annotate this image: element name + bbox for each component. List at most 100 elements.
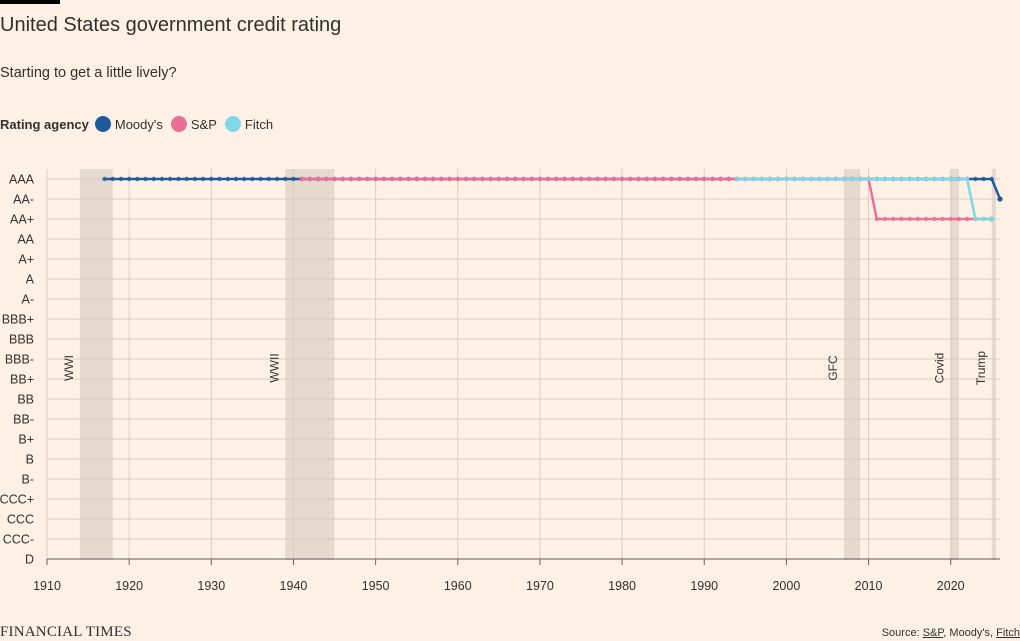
period-band-covid <box>950 169 959 560</box>
y-tick-label: AA- <box>13 193 34 207</box>
point-sp <box>874 216 879 222</box>
legend: Rating agency Moody's S&P Fitch <box>0 115 281 133</box>
point-sp <box>356 176 362 182</box>
source-link-sp[interactable]: S&P <box>922 627 944 639</box>
legend-swatch-fitch <box>224 116 241 132</box>
point-moodys <box>102 176 107 182</box>
point-moodys <box>126 176 132 182</box>
period-band-wwi <box>79 169 113 560</box>
point-sp <box>595 176 600 182</box>
point-sp <box>381 176 387 182</box>
point-sp <box>472 176 477 182</box>
point-sp <box>554 176 559 182</box>
x-tick-label: 1940 <box>280 579 308 593</box>
x-tick-label: 1920 <box>115 579 143 593</box>
point-fitch <box>882 176 888 182</box>
point-moodys <box>118 176 124 182</box>
point-sp <box>907 216 912 222</box>
point-moodys <box>184 176 189 182</box>
legend-item-fitch: Fitch <box>224 116 273 132</box>
point-fitch <box>964 176 970 182</box>
point-moodys <box>143 176 148 182</box>
point-sp <box>496 176 502 182</box>
period-label-wwi: WWI <box>62 355 76 381</box>
ft-logo: FINANCIAL TIMES <box>0 624 132 640</box>
x-tick-label: 2000 <box>772 579 800 593</box>
point-sp <box>315 176 321 182</box>
point-fitch <box>932 176 937 182</box>
point-moodys <box>200 176 206 182</box>
point-sp <box>545 176 551 182</box>
source-moodys: Moody's <box>949 627 991 639</box>
x-tick-label: 1930 <box>197 579 225 593</box>
point-sp <box>521 176 526 182</box>
period-label-covid: Covid <box>933 353 947 384</box>
legend-swatch-moodys <box>94 116 111 132</box>
point-moodys <box>981 176 986 182</box>
point-sp <box>389 176 395 182</box>
point-fitch <box>866 176 871 182</box>
point-sp <box>660 176 666 182</box>
point-fitch <box>899 176 904 182</box>
period-band-trump <box>991 169 996 560</box>
point-sp <box>537 176 543 182</box>
y-tick-label: B- <box>22 473 35 487</box>
period-label-gfc: GFC <box>826 355 840 381</box>
point-fitch <box>833 176 838 182</box>
point-sp <box>956 216 962 222</box>
point-sp <box>307 176 313 182</box>
point-fitch <box>981 216 986 222</box>
point-sp <box>726 176 732 182</box>
point-moodys <box>110 176 115 182</box>
series-line-moodys <box>104 177 1002 200</box>
point-moodys <box>135 176 140 182</box>
y-tick-label: A+ <box>18 253 34 267</box>
point-fitch <box>890 176 896 182</box>
source-sep-1: , <box>943 627 950 639</box>
point-fitch <box>948 176 953 182</box>
point-sp <box>964 216 970 222</box>
legend-item-sp: S&P <box>170 116 217 132</box>
point-sp <box>611 176 617 182</box>
point-moodys <box>997 196 1003 202</box>
point-sp <box>570 176 575 182</box>
source-sep-2: , <box>990 627 997 639</box>
point-fitch <box>874 176 879 182</box>
point-sp <box>463 176 469 182</box>
point-sp <box>414 176 419 182</box>
point-sp <box>562 176 567 182</box>
point-sp <box>932 216 937 222</box>
point-moodys <box>233 176 239 182</box>
point-sp <box>710 176 715 182</box>
point-moodys <box>159 176 165 182</box>
point-sp <box>332 176 337 182</box>
y-tick-label: CCC- <box>3 533 34 547</box>
point-sp <box>899 216 904 222</box>
point-sp <box>480 176 485 182</box>
point-fitch <box>800 176 806 182</box>
y-tick-label: AA <box>17 233 34 247</box>
y-tick-label: A <box>26 273 35 287</box>
point-moodys <box>209 176 214 182</box>
point-fitch <box>792 176 797 182</box>
point-sp <box>439 176 444 182</box>
point-sp <box>365 176 370 182</box>
point-sp <box>578 176 584 182</box>
source-link-fitch[interactable]: Fitch <box>996 627 1020 639</box>
point-sp <box>430 176 436 182</box>
axes: AAAAA-AA+AAA+AA-BBB+BBBBBB-BB+BBBB-B+BB-… <box>0 173 1000 593</box>
x-tick-label: 1960 <box>444 579 472 593</box>
point-fitch <box>751 176 756 182</box>
point-sp <box>455 176 460 182</box>
chart-title: United States government credit rating <box>0 14 342 36</box>
point-moodys <box>283 176 288 182</box>
point-sp <box>915 216 921 222</box>
point-sp <box>398 176 403 182</box>
point-sp <box>669 176 674 182</box>
source-note: Source: S&P, Moody's, Fitch <box>882 627 1020 639</box>
point-sp <box>677 176 682 182</box>
point-moodys <box>225 176 230 182</box>
point-sp <box>718 176 723 182</box>
x-tick-label: 1910 <box>33 579 61 593</box>
